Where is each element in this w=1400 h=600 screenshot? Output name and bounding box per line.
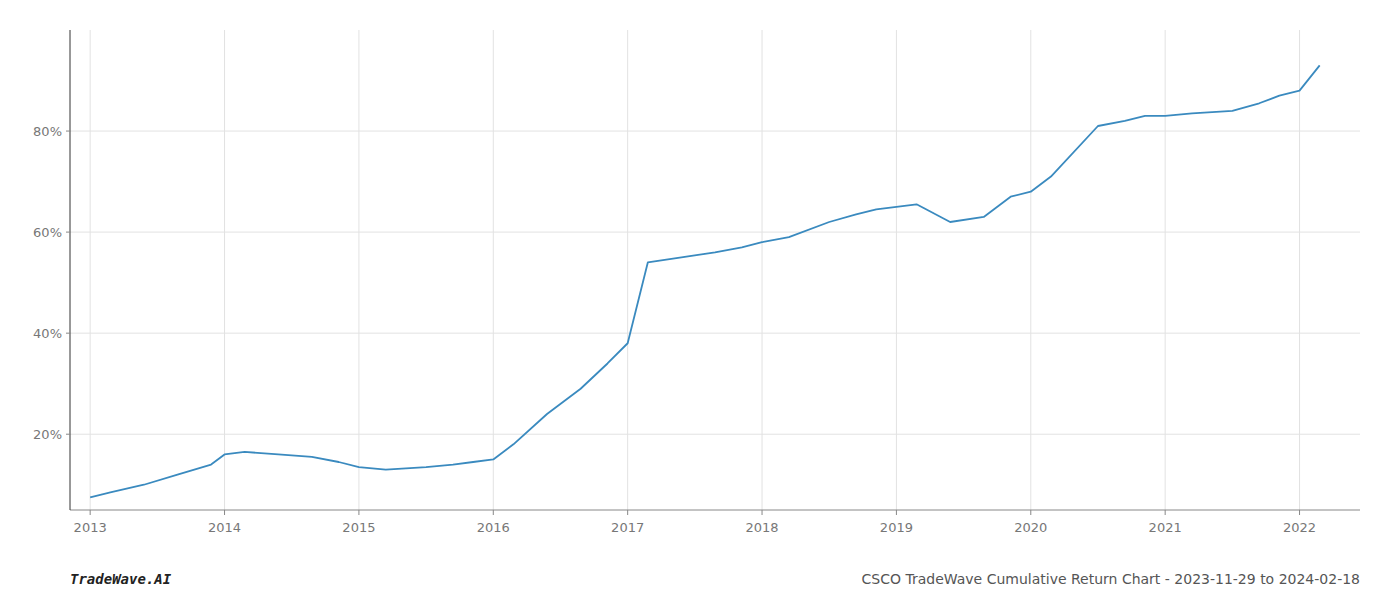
grid-line-x <box>627 30 628 510</box>
y-tick-label: 40% <box>33 326 62 341</box>
y-tick <box>66 333 70 334</box>
y-tick <box>66 434 70 435</box>
grid-line-x <box>1030 30 1031 510</box>
x-tick <box>896 510 897 515</box>
x-tick <box>90 510 91 515</box>
axes: 2013 2014 2015 2016 2017 2018 2019 2020 2021 2022… <box>33 30 1360 535</box>
footer-left: TradeWave.AI <box>70 571 172 587</box>
grid-line-x <box>224 30 225 510</box>
x-tick-label: 2017 <box>611 520 644 535</box>
x-tick <box>1165 510 1166 515</box>
x-tick <box>358 510 359 515</box>
grid-line-x <box>1165 30 1166 510</box>
y-tick <box>66 131 70 132</box>
x-tick-label: 2019 <box>880 520 913 535</box>
y-tick <box>66 232 70 233</box>
footer-right: CSCO TradeWave Cumulative Return Chart -… <box>862 571 1360 587</box>
x-tick-label: 2013 <box>74 520 107 535</box>
x-tick <box>493 510 494 515</box>
x-tick <box>1299 510 1300 515</box>
x-tick <box>762 510 763 515</box>
grid-line-y <box>70 232 1360 233</box>
x-tick-label: 2015 <box>342 520 375 535</box>
y-tick-label: 60% <box>33 225 62 240</box>
x-tick-label: 2021 <box>1149 520 1182 535</box>
grid-line-x <box>90 30 91 510</box>
y-tick-label: 20% <box>33 427 62 442</box>
chart: 2013 2014 2015 2016 2017 2018 2019 2020 2021 2022… <box>0 0 1400 600</box>
x-tick-label: 2018 <box>745 520 778 535</box>
data-line <box>90 65 1320 497</box>
grid-line-y <box>70 333 1360 334</box>
x-tick <box>627 510 628 515</box>
x-tick-label: 2014 <box>208 520 241 535</box>
grid-line-x <box>896 30 897 510</box>
x-tick-label: 2020 <box>1014 520 1047 535</box>
x-tick-label: 2016 <box>477 520 510 535</box>
grid-line-y <box>70 434 1360 435</box>
grid-line-y <box>70 131 1360 132</box>
x-tick-label: 2022 <box>1283 520 1316 535</box>
y-axis-line <box>70 30 71 510</box>
plot-area <box>90 65 1320 497</box>
grid-line-x <box>358 30 359 510</box>
x-tick <box>1030 510 1031 515</box>
grid-line-x <box>762 30 763 510</box>
grid-line-x <box>1299 30 1300 510</box>
grid <box>70 30 1360 510</box>
grid-line-x <box>493 30 494 510</box>
x-axis-line <box>70 510 1360 511</box>
y-tick-label: 80% <box>33 124 62 139</box>
chart-container: 2013 2014 2015 2016 2017 2018 2019 2020 2021 2022… <box>0 0 1400 600</box>
x-tick <box>224 510 225 515</box>
